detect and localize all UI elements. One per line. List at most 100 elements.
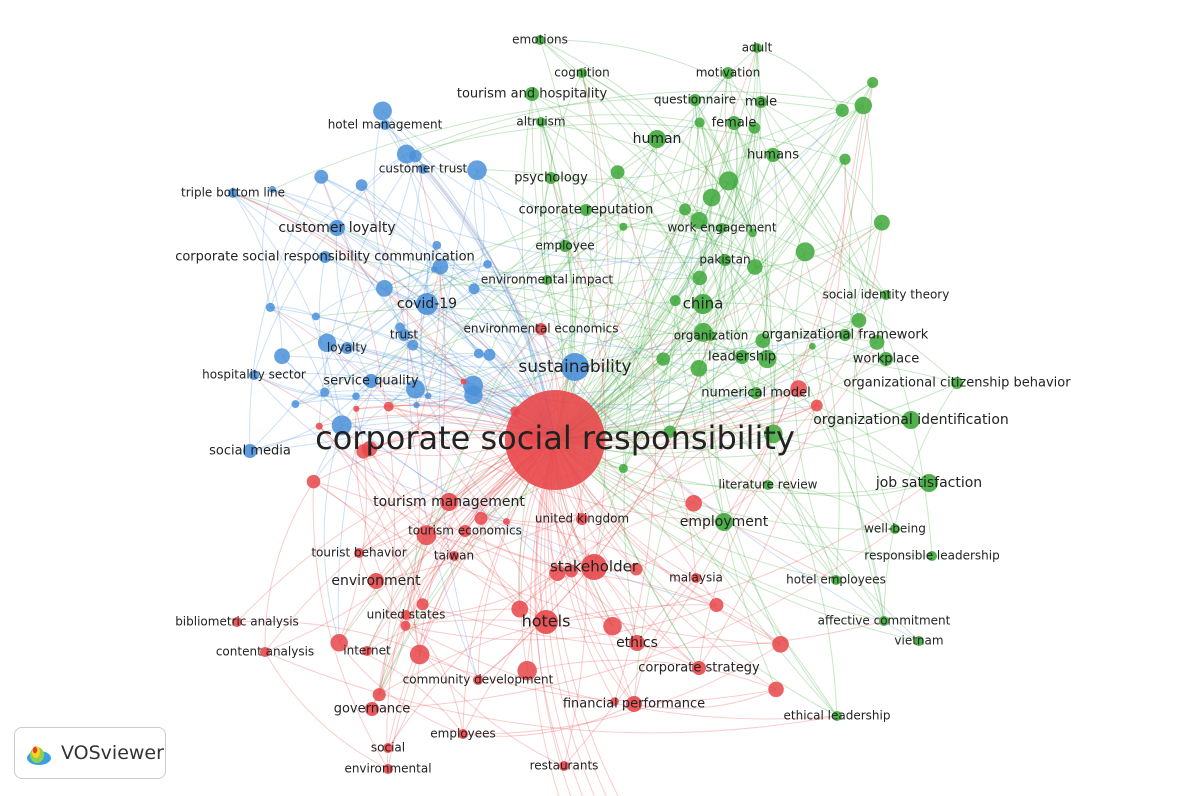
edge — [354, 408, 406, 627]
edge — [337, 245, 438, 643]
vosviewer-logo[interactable]: VOSviewer — [14, 727, 166, 779]
node — [331, 415, 352, 436]
node-label: hospitality sector — [202, 368, 306, 382]
edge — [232, 192, 556, 441]
node — [610, 697, 619, 706]
edge — [253, 153, 407, 376]
node-label: china — [683, 295, 724, 313]
edge — [698, 122, 735, 523]
node — [690, 360, 708, 377]
edge — [710, 331, 887, 360]
edge — [760, 101, 887, 296]
node — [763, 424, 783, 444]
edge — [366, 521, 507, 652]
node — [689, 94, 701, 106]
edge — [335, 227, 372, 382]
edge — [554, 72, 599, 441]
node — [648, 130, 666, 148]
edge — [669, 431, 837, 581]
edge — [318, 155, 416, 427]
node — [766, 148, 780, 162]
node-label: human — [633, 131, 682, 147]
edge — [473, 352, 958, 396]
edge — [487, 263, 885, 622]
node-label: loyalty — [327, 341, 367, 355]
edge — [766, 319, 859, 360]
node — [763, 480, 773, 490]
edge — [546, 138, 658, 281]
node — [879, 616, 889, 626]
edge — [378, 614, 407, 695]
edge — [685, 208, 753, 234]
node-label: work engagement — [667, 221, 776, 235]
node — [735, 350, 749, 364]
edge — [415, 388, 614, 627]
node — [576, 513, 588, 525]
edge — [554, 47, 758, 441]
node-label: ethics — [616, 635, 658, 651]
node-label: tourism management — [373, 494, 525, 510]
edge — [702, 332, 838, 717]
node-label: covid-19 — [397, 296, 457, 312]
node — [758, 349, 777, 369]
edge — [346, 266, 441, 349]
edge — [581, 72, 920, 642]
node — [418, 164, 428, 174]
edge — [426, 209, 587, 305]
edge — [702, 72, 738, 333]
edge — [772, 154, 860, 321]
node — [691, 573, 701, 583]
node-label: responsible leadership — [864, 549, 999, 563]
node — [243, 444, 257, 458]
edge — [852, 222, 885, 622]
node — [914, 636, 924, 646]
node — [851, 312, 867, 328]
node — [869, 334, 885, 350]
edge — [338, 642, 464, 735]
edge — [384, 124, 920, 642]
node — [463, 375, 484, 396]
node — [265, 302, 275, 313]
node — [474, 511, 488, 525]
node — [727, 116, 741, 130]
node — [581, 554, 607, 580]
edge — [540, 177, 552, 281]
node-label: sustainability — [518, 357, 631, 377]
edge — [295, 353, 479, 405]
edge — [550, 105, 864, 180]
node — [468, 283, 480, 295]
edge — [767, 482, 930, 497]
node — [416, 525, 437, 546]
node — [669, 295, 681, 307]
nodes — [228, 35, 963, 774]
edge — [554, 158, 846, 441]
edge — [405, 572, 558, 616]
node — [709, 598, 724, 613]
edge — [272, 189, 635, 705]
edge — [623, 226, 860, 321]
node — [362, 646, 372, 656]
node-label: employees — [430, 727, 495, 741]
edge — [341, 341, 878, 436]
node — [768, 681, 784, 698]
node — [706, 331, 716, 341]
node-label: humans — [747, 148, 799, 163]
edge — [318, 425, 424, 605]
node-label: female — [712, 116, 757, 131]
node — [368, 573, 384, 589]
edge — [585, 209, 958, 384]
edge — [699, 122, 756, 268]
node-label: organizational citizenship behavior — [843, 376, 1071, 391]
edge — [464, 530, 637, 571]
node — [440, 493, 458, 511]
edge — [476, 169, 664, 360]
edge — [554, 382, 958, 449]
edge — [702, 302, 878, 343]
labels: emotions adult cognition motivation tourism … — [175, 33, 1071, 776]
node — [460, 378, 467, 385]
node-label: tourism economics — [408, 524, 522, 538]
node — [306, 474, 321, 489]
node — [694, 117, 705, 128]
edge — [710, 259, 727, 337]
node-label: customer trust — [379, 162, 468, 176]
